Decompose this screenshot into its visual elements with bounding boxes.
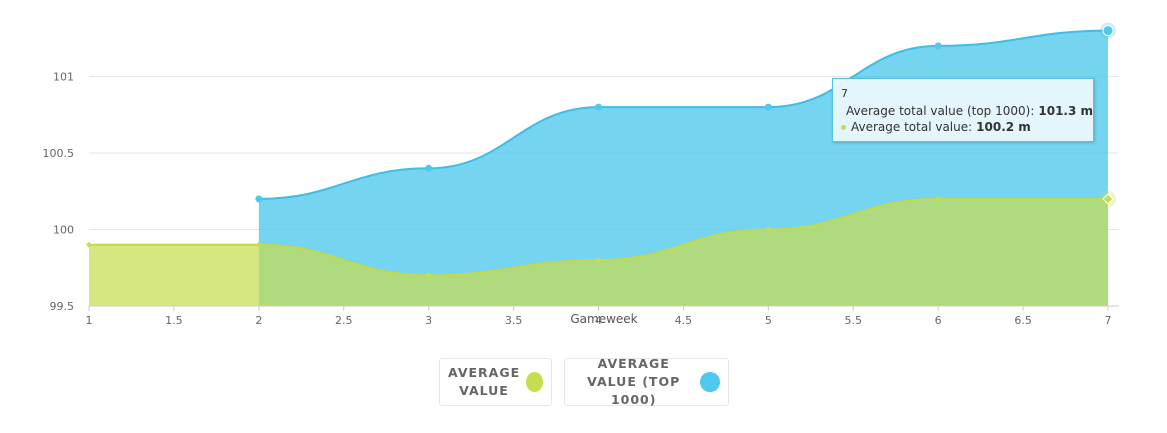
y-tick-label-0: 99.5 — [50, 300, 75, 313]
tooltip-header: 7 — [841, 87, 848, 100]
point-top1000-1 — [425, 164, 433, 172]
series-points — [86, 22, 1116, 279]
line-average-value-top1000 — [258, 29, 1109, 200]
tooltip-dot-average — [841, 124, 846, 130]
x-tick-label-3: 2.5 — [335, 314, 353, 327]
x-tick-label-9: 5.5 — [845, 314, 863, 327]
tooltip-value-average: 100.2 m — [976, 120, 1031, 134]
tick-labels: 99.5 100 100.5 101 1 1.5 2 2.5 3 3.5 4 4.5 5 5.5 6 6.5 7 — [43, 71, 1112, 328]
x-tick-label-4: 3 — [425, 314, 432, 327]
point-average-6 — [1102, 193, 1114, 205]
point-average-4 — [765, 226, 772, 233]
tooltip-label-average: Average total value: — [851, 120, 973, 134]
tooltip-value-top1000: 101.3 m — [1038, 104, 1094, 118]
y-tick-label-3: 101 — [53, 71, 74, 84]
x-tick-label-6: 4 — [595, 314, 602, 327]
x-tick-label-0: 1 — [86, 314, 93, 327]
point-top1000-4 — [934, 42, 942, 50]
legend-swatch-average-value — [526, 372, 543, 392]
x-tick-label-2: 2 — [255, 314, 262, 327]
legend-item-average-value-top1000[interactable]: Average value (top 1000) — [564, 356, 729, 407]
point-average-2 — [425, 272, 432, 279]
x-tick-label-8: 5 — [765, 314, 772, 327]
tooltip-label-top1000: Average total value (top 1000): — [846, 104, 1035, 118]
axes — [88, 305, 1119, 311]
legend-item-average-value[interactable]: Average value — [439, 358, 552, 406]
point-average-5 — [935, 195, 942, 202]
tooltip-row-top1000: Average total value (top 1000): 101.3 m — [841, 103, 1093, 119]
point-top1000-3 — [764, 103, 772, 111]
point-top1000-0 — [255, 195, 263, 203]
point-average-3 — [595, 257, 602, 264]
x-tick-label-1: 1.5 — [165, 314, 183, 327]
point-average-1 — [255, 241, 262, 248]
area-average-value — [89, 198, 1108, 306]
x-tick-label-12: 7 — [1105, 314, 1112, 327]
x-tick-label-11: 6.5 — [1014, 314, 1032, 327]
legend-label-average-value: Average value — [448, 365, 521, 398]
tooltip: 7 Average total value (top 1000): 101.3 … — [832, 78, 1094, 142]
x-tick-label-5: 3.5 — [505, 314, 523, 327]
x-axis-title: Gameweek — [570, 312, 637, 326]
y-tick-label-1: 100 — [53, 224, 74, 237]
series-areas — [89, 29, 1109, 306]
x-tick-label-7: 4.5 — [675, 314, 693, 327]
point-top1000-2 — [595, 103, 602, 111]
x-tick-label-10: 6 — [935, 314, 942, 327]
y-tick-label-2: 100.5 — [43, 147, 75, 160]
legend-label-average-value-top1000: Average value (top 1000) — [587, 356, 681, 407]
point-top1000-5 — [1102, 25, 1114, 37]
legend-swatch-average-value-top1000 — [700, 372, 720, 392]
point-average-0 — [86, 241, 92, 248]
tooltip-row-average: Average total value: 100.2 m — [841, 119, 1085, 135]
